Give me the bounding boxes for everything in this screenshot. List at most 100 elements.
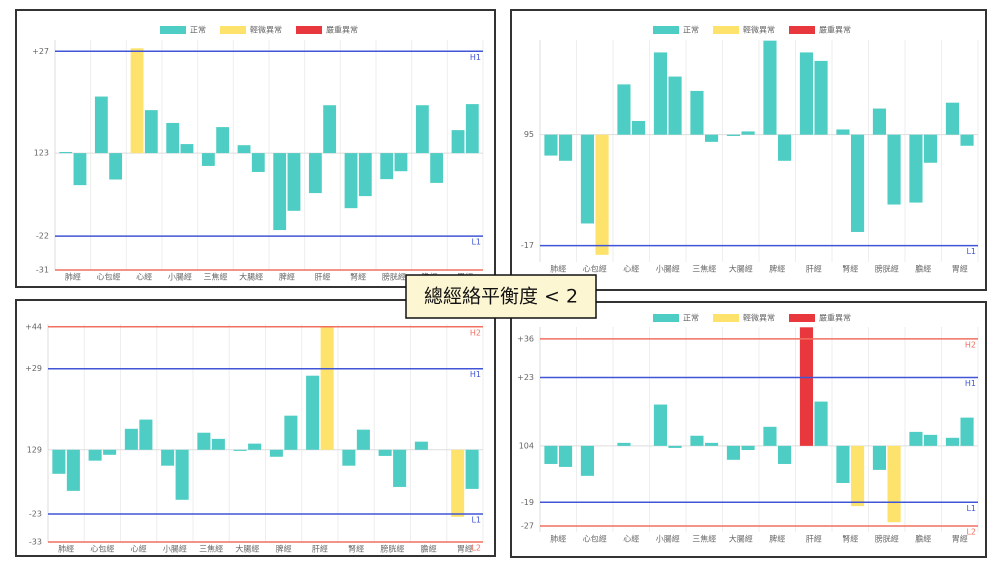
legend-swatch — [713, 26, 739, 34]
bar — [380, 153, 394, 180]
x-tick-label: 小腸經 — [656, 534, 680, 544]
x-tick-label: 三焦經 — [204, 272, 228, 282]
legend-label: 輕微異常 — [743, 313, 775, 323]
bar — [814, 401, 828, 446]
x-tick-label: 小腸經 — [163, 544, 187, 554]
x-tick-label: 膽經 — [915, 264, 931, 274]
bar — [945, 102, 960, 135]
x-tick-label: 脾經 — [769, 264, 785, 274]
x-tick-label: 膀胱經 — [382, 272, 406, 282]
bar — [306, 375, 320, 450]
bar — [799, 327, 814, 446]
x-tick-label: 腎經 — [842, 534, 858, 544]
x-tick-label: 心經 — [131, 544, 147, 554]
legend-swatch — [653, 26, 679, 34]
bar — [558, 134, 573, 161]
bar — [544, 134, 558, 156]
x-tick-label: 心包經 — [583, 534, 607, 544]
reference-label: H2 — [470, 328, 481, 337]
y-tick-label: +23 — [517, 373, 534, 382]
bar — [124, 428, 138, 450]
bar — [909, 134, 923, 203]
reference-label: H1 — [470, 370, 481, 379]
banner-box — [405, 274, 597, 319]
y-tick-label: -23 — [29, 510, 42, 519]
bar — [320, 326, 334, 450]
bar — [269, 449, 283, 457]
bar — [960, 134, 974, 146]
x-tick-label: 肝經 — [315, 272, 331, 282]
bar — [465, 104, 479, 154]
x-tick-label: 大腸經 — [235, 544, 259, 554]
y-tick-label: +44 — [25, 322, 42, 331]
bar — [139, 419, 153, 450]
bar — [284, 415, 298, 450]
bar — [690, 90, 704, 135]
reference-label: L1 — [471, 516, 481, 525]
bar — [73, 153, 87, 186]
x-tick-label: 脾經 — [769, 534, 785, 544]
x-tick-label: 肝經 — [806, 534, 822, 544]
bar — [393, 449, 407, 487]
bar — [248, 443, 262, 450]
plots: 肺經心包經心經小腸經三焦經大腸經脾經肝經腎經膀胱經膽經胃經+27123-22-3… — [25, 25, 979, 554]
x-tick-label: 心包經 — [583, 264, 607, 274]
x-tick-label: 膽經 — [915, 534, 931, 544]
bar — [180, 144, 194, 154]
bar — [430, 153, 444, 183]
bar — [887, 445, 901, 523]
x-tick-label: 肺經 — [58, 544, 74, 554]
legend-label: 輕微異常 — [250, 25, 282, 35]
bar — [909, 431, 923, 446]
x-tick-label: 肺經 — [550, 534, 566, 544]
reference-label: L1 — [966, 504, 976, 513]
bar — [59, 151, 73, 154]
legend-label: 正常 — [683, 26, 699, 35]
bar — [580, 445, 595, 476]
panel-frame — [510, 301, 987, 558]
bar — [777, 134, 792, 161]
y-tick-label: -27 — [521, 522, 534, 531]
bar — [378, 449, 392, 456]
legend-swatch — [789, 26, 815, 34]
bar — [945, 437, 960, 446]
x-tick-label: 脾經 — [279, 272, 295, 282]
bar — [287, 153, 301, 211]
legend-label: 嚴重異常 — [326, 25, 358, 35]
x-tick-label: 心經 — [623, 264, 639, 274]
bar — [52, 449, 66, 474]
x-tick-label: 胃經 — [952, 264, 968, 274]
legend-label: 輕微異常 — [743, 25, 775, 35]
y-tick-label: 104 — [519, 441, 534, 450]
bar — [66, 449, 80, 491]
x-tick-label: 肺經 — [550, 264, 566, 274]
x-tick-label: 大腸經 — [239, 272, 263, 282]
y-tick-label: -31 — [36, 266, 49, 275]
banner-text: 總經絡平衡度 < 2 — [424, 286, 578, 308]
bar — [741, 445, 755, 450]
legend-label: 正常 — [683, 314, 699, 323]
bar — [356, 429, 370, 450]
bar — [726, 445, 741, 460]
bar — [233, 449, 247, 451]
bar — [690, 435, 704, 446]
legend-swatch — [789, 314, 815, 322]
bar — [358, 153, 372, 197]
x-tick-label: 膽經 — [421, 544, 437, 554]
legend-swatch — [220, 26, 246, 34]
y-tick-label: +36 — [517, 334, 534, 343]
bar — [201, 153, 215, 166]
bar — [653, 52, 668, 135]
bar — [323, 105, 337, 154]
x-tick-label: 腎經 — [350, 272, 366, 282]
legend-swatch — [160, 26, 186, 34]
x-tick-label: 小腸經 — [656, 264, 680, 274]
bar — [887, 134, 901, 205]
reference-label: L1 — [471, 238, 481, 247]
bar — [814, 60, 828, 135]
bar — [558, 445, 573, 467]
bar — [103, 449, 117, 455]
bar — [161, 449, 175, 466]
bar — [130, 48, 144, 154]
bar — [726, 134, 741, 136]
